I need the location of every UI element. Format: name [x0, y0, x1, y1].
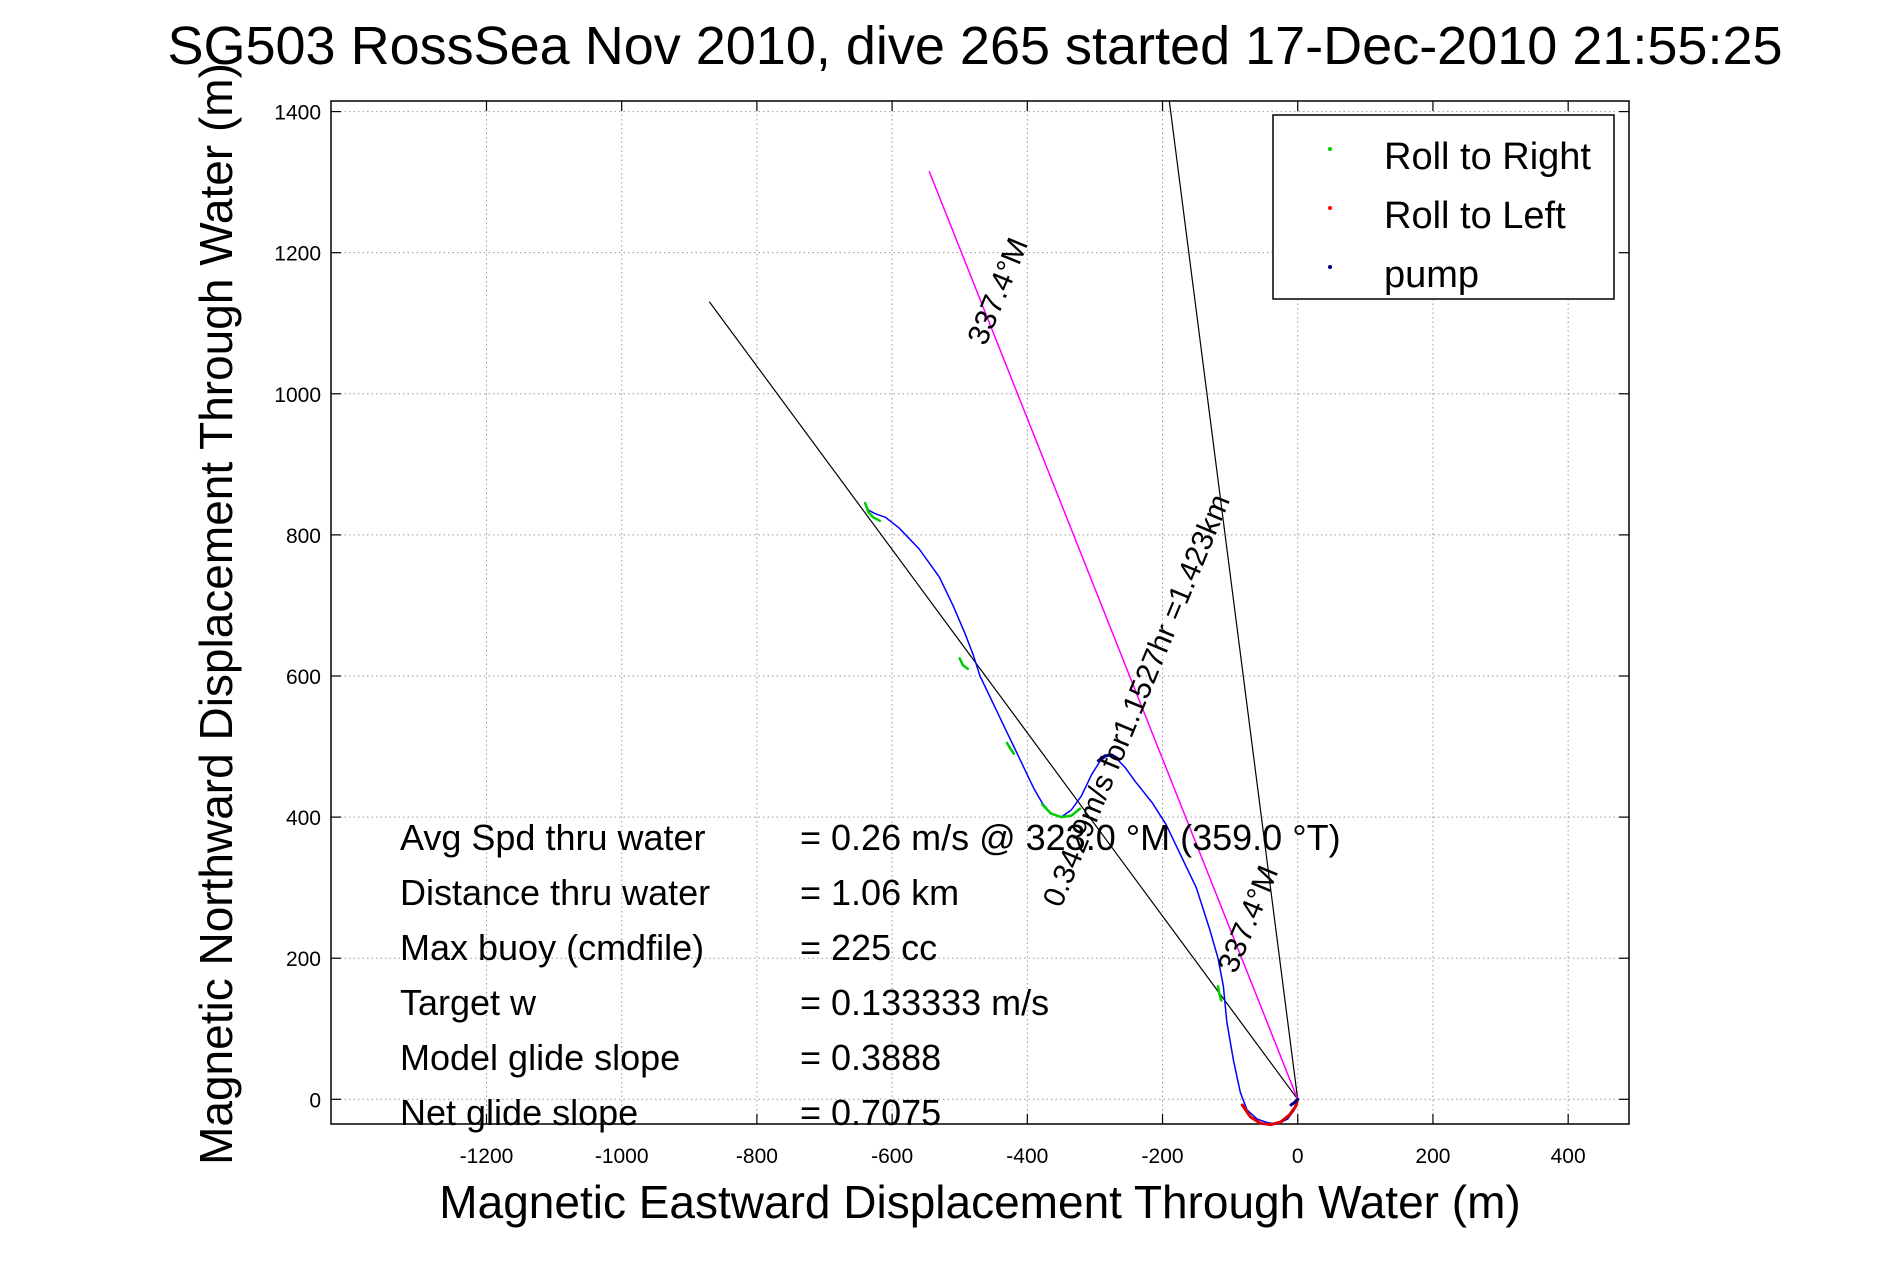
stats-value: = 0.3888 [800, 1037, 941, 1078]
track-layer [864, 502, 1299, 1125]
roll-right-segment [1216, 985, 1223, 1002]
stats-label: Net glide slope [400, 1092, 638, 1133]
x-tick-label: -400 [1006, 1145, 1048, 1168]
y-tick-label: 600 [286, 666, 321, 689]
x-tick-label: 0 [1292, 1145, 1304, 1168]
legend: Roll to Right Roll to Left pump [1272, 114, 1615, 300]
legend-label-roll-left: Roll to Left [1384, 195, 1566, 237]
stats-label: Distance thru water [400, 872, 710, 913]
roll-right-segment [1040, 803, 1082, 819]
x-axis-label: Magnetic Eastward Displacement Through W… [439, 1176, 1520, 1228]
pump-segment [1289, 1097, 1300, 1107]
heading-line [928, 170, 1299, 1101]
y-tick-label: 1000 [274, 384, 321, 407]
roll-right-segment [1005, 741, 1016, 755]
stats-value: = 0.26 m/s @ 323.0 °M (359.0 °T) [800, 817, 1341, 858]
x-tick-label: -1000 [595, 1145, 649, 1168]
stats-value: = 1.06 km [800, 872, 959, 913]
roll-right-segment [863, 501, 882, 523]
reference-lines [708, 100, 1299, 1100]
stats-value: = 0.7075 [800, 1092, 941, 1133]
x-tick-label: 400 [1551, 1145, 1586, 1168]
stats-label: Target w [400, 982, 537, 1023]
y-tick-label: 1400 [274, 102, 321, 125]
y-tick-label: 0 [309, 1089, 321, 1112]
chart-title: SG503 RossSea Nov 2010, dive 265 started… [167, 16, 1782, 76]
axis-ticks: -1200 -1000 -800 -600 -400 -200 0 200 400 0 200 400… [274, 101, 1629, 1168]
x-tick-label: -800 [736, 1145, 778, 1168]
roll-right-segment [958, 657, 970, 671]
y-tick-label: 1200 [274, 243, 321, 266]
legend-marker-pump [1328, 265, 1332, 269]
y-tick-label: 200 [286, 948, 321, 971]
roll-and-pump-markers [863, 501, 1300, 1127]
pump-segment [1096, 753, 1121, 763]
x-tick-label: -1200 [460, 1145, 514, 1168]
stats-block: Avg Spd thru water = 0.26 m/s @ 323.0 °M … [400, 817, 1341, 1133]
reference-line [708, 301, 1299, 1100]
legend-marker-roll-right [1328, 147, 1332, 151]
glider-track-line [864, 502, 1299, 1125]
roll-left-segment [1240, 1097, 1300, 1127]
legend-label-pump: pump [1384, 254, 1479, 296]
legend-marker-roll-left [1328, 206, 1332, 210]
x-tick-label: -600 [871, 1145, 913, 1168]
stats-value: = 0.133333 m/s [800, 982, 1049, 1023]
heading-line-layer [928, 170, 1299, 1101]
y-axis-label: Magnetic Northward Displacement Through … [190, 63, 242, 1165]
legend-label-roll-right: Roll to Right [1384, 136, 1591, 178]
y-tick-label: 400 [286, 807, 321, 830]
y-tick-label: 800 [286, 525, 321, 548]
stats-label: Model glide slope [400, 1037, 680, 1078]
reference-line [1168, 100, 1299, 1100]
stats-label: Avg Spd thru water [400, 817, 706, 858]
x-tick-label: 200 [1415, 1145, 1450, 1168]
stats-label: Max buoy (cmdfile) [400, 927, 704, 968]
x-tick-label: -200 [1142, 1145, 1184, 1168]
stats-value: = 225 cc [800, 927, 937, 968]
